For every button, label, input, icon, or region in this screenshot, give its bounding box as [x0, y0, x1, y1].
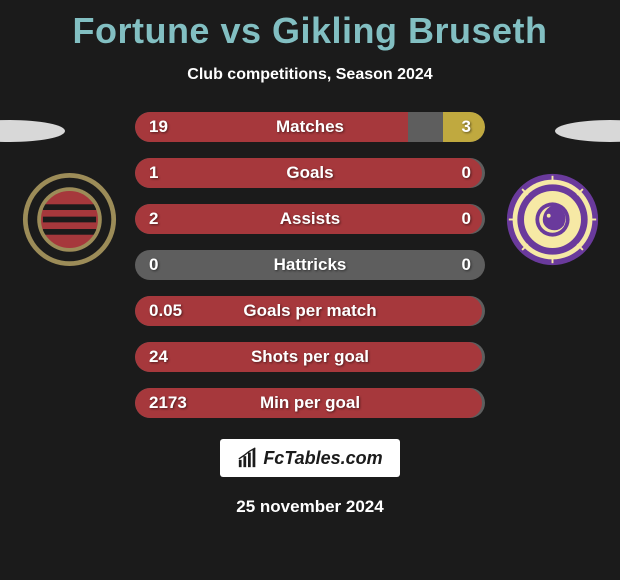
stat-label: Hattricks — [135, 250, 485, 280]
ellipse-left — [0, 120, 65, 142]
stat-row: 2173Min per goal — [135, 388, 485, 418]
stat-rows: 193Matches 10Goals 20Assists 00Hattricks 0.0… — [135, 112, 485, 434]
atlanta-united-crest-icon — [22, 172, 117, 267]
crest-left — [22, 172, 117, 267]
stat-label: Min per goal — [135, 388, 485, 418]
crest-right — [505, 172, 600, 267]
ellipse-right — [555, 120, 620, 142]
stat-row: 20Assists — [135, 204, 485, 234]
stat-label: Shots per goal — [135, 342, 485, 372]
stat-label: Goals per match — [135, 296, 485, 326]
watermark: FcTables.com — [220, 439, 400, 477]
stat-row: 10Goals — [135, 158, 485, 188]
orlando-city-crest-icon — [505, 172, 600, 267]
stat-label: Matches — [135, 112, 485, 142]
page-title: Fortune vs Gikling Bruseth — [0, 0, 620, 52]
watermark-text: FcTables.com — [263, 448, 382, 469]
chart-icon — [237, 447, 259, 469]
stat-row: 193Matches — [135, 112, 485, 142]
stat-row: 24Shots per goal — [135, 342, 485, 372]
stat-row: 00Hattricks — [135, 250, 485, 280]
stat-label: Goals — [135, 158, 485, 188]
page-subtitle: Club competitions, Season 2024 — [0, 66, 620, 84]
stat-row: 0.05Goals per match — [135, 296, 485, 326]
date-label: 25 november 2024 — [0, 497, 620, 517]
stat-label: Assists — [135, 204, 485, 234]
